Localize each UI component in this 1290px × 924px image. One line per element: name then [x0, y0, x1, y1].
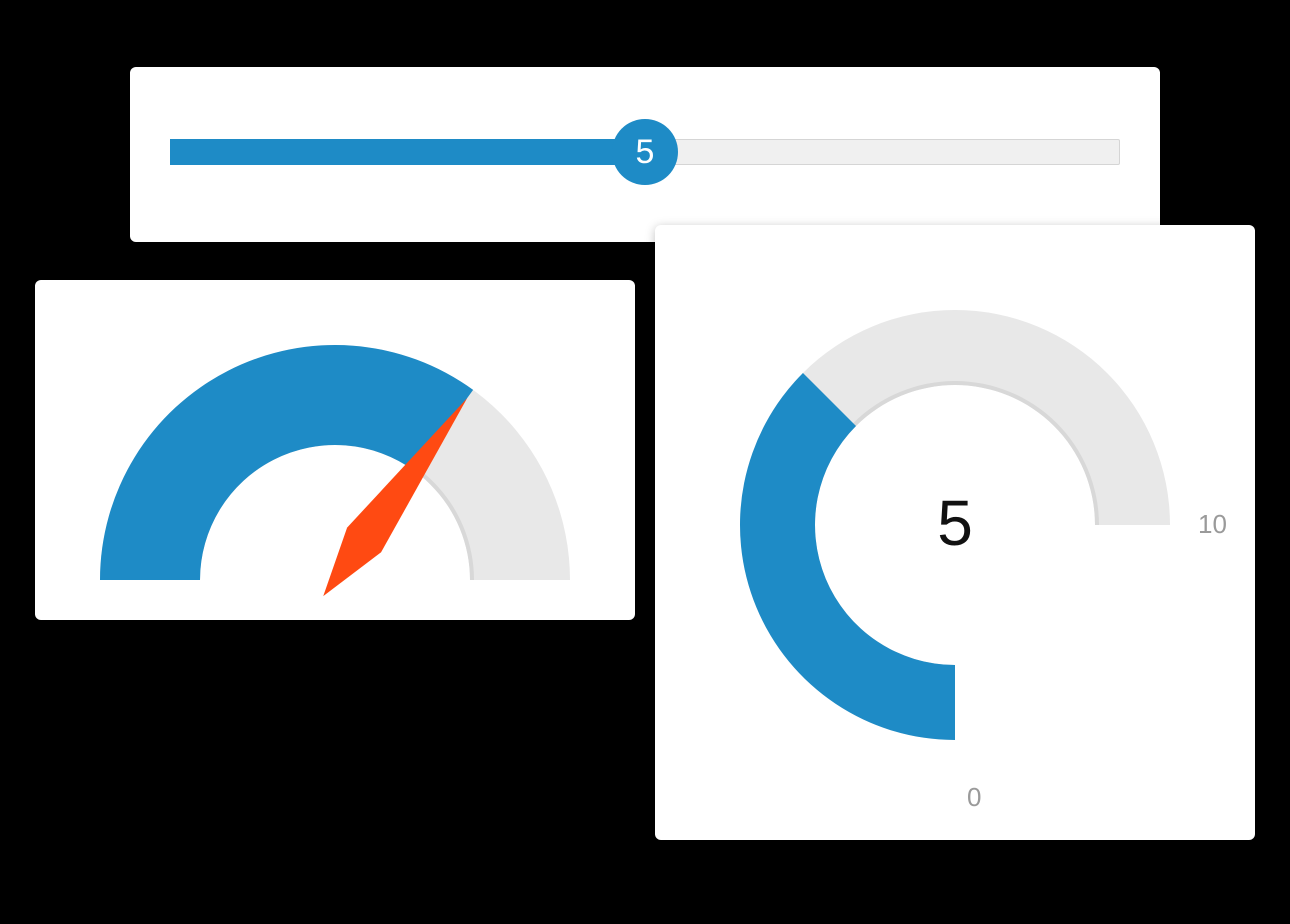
slider-track-fill	[170, 139, 645, 165]
slider-value-label: 5	[636, 133, 655, 172]
radial-gauge-tick-label: 0	[967, 782, 981, 812]
radial-gauge-fill	[740, 373, 955, 740]
needle-gauge-card	[35, 280, 635, 620]
slider-track[interactable]: 5	[170, 139, 1120, 165]
slider-thumb[interactable]: 5	[612, 119, 678, 185]
radial-gauge: 5 0 10	[655, 225, 1255, 840]
radial-gauge-tick-label: 10	[1198, 509, 1227, 539]
linear-gauge-card: 5	[130, 67, 1160, 242]
radial-gauge-value: 5	[937, 487, 973, 559]
needle-gauge	[35, 280, 635, 620]
radial-gauge-card: 5 0 10	[655, 225, 1255, 840]
